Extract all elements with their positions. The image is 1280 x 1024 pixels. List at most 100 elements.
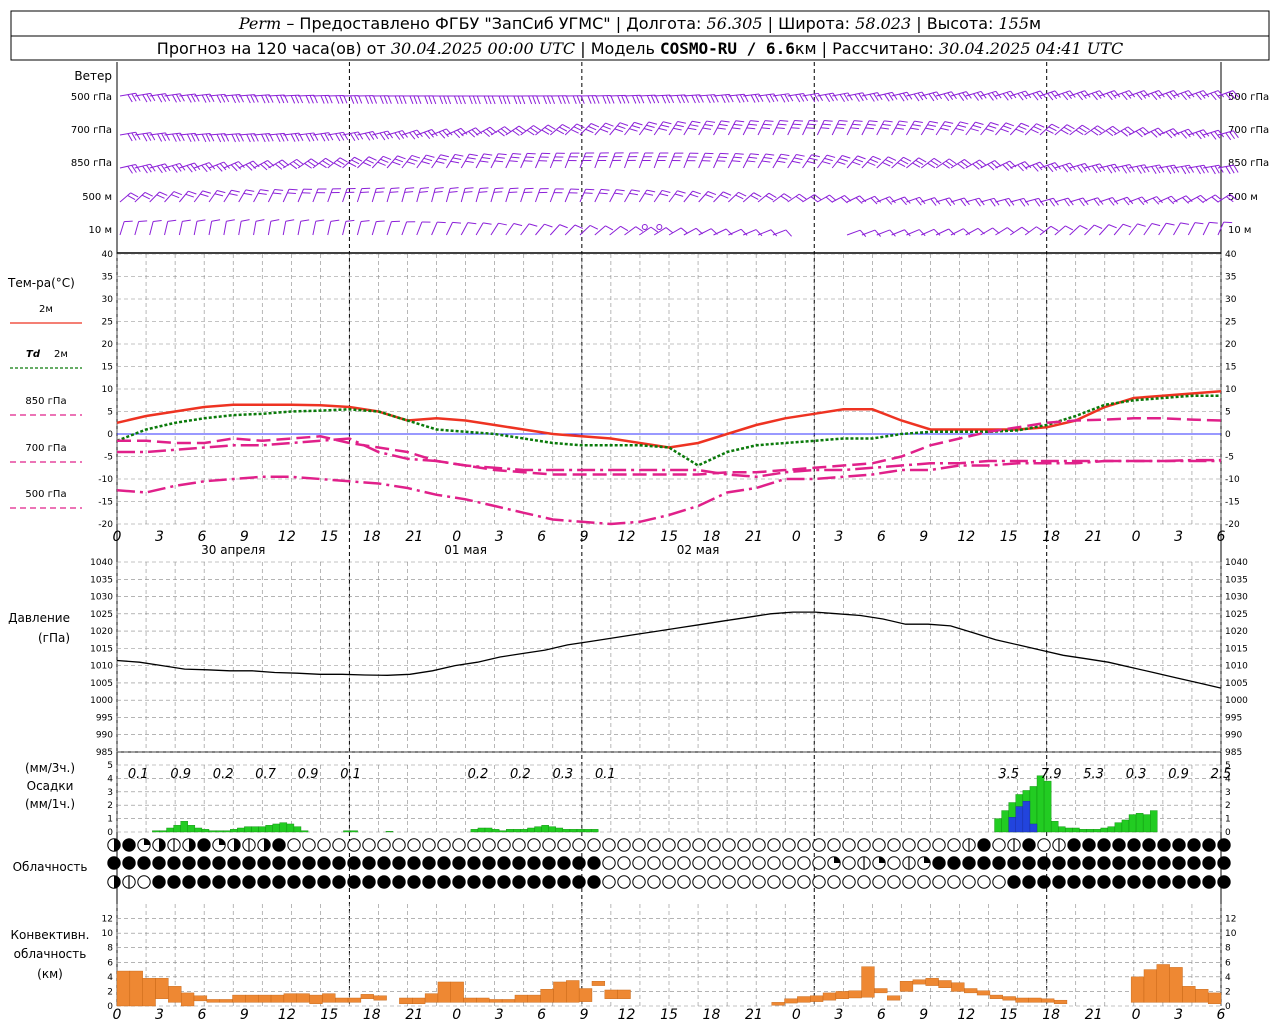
wind-barb-staff <box>460 222 469 236</box>
wind-barb-flag <box>912 124 921 127</box>
cloud-symbol <box>197 838 211 852</box>
wind-barb-flag <box>487 95 492 105</box>
wind-barb-flag <box>513 95 518 105</box>
wind-barb-staff <box>1084 197 1098 203</box>
wind-barb-flag <box>658 127 668 131</box>
wind-barb-flag <box>296 158 304 165</box>
wind-barb <box>371 155 392 169</box>
cloud-symbol <box>512 856 526 870</box>
wind-barb-staff <box>1039 123 1053 136</box>
wind-barb-staff <box>401 188 407 203</box>
wind-barb <box>371 187 385 203</box>
wind-barb <box>757 93 779 103</box>
wind-barb-flag <box>642 159 651 161</box>
wind-barb <box>653 152 669 169</box>
cloud-symbol <box>857 856 871 870</box>
wind-barb-flag <box>1048 126 1057 132</box>
wind-barb <box>802 154 820 169</box>
conv-ytick-left: 8 <box>107 944 113 954</box>
wind-barb <box>1069 124 1090 136</box>
cloud-circle <box>512 838 526 852</box>
wind-barb <box>579 95 600 104</box>
wind-barb-flag <box>825 196 833 203</box>
cloud-symbol <box>212 838 226 852</box>
wind-barb-staff <box>935 197 950 203</box>
wind-barb-flag <box>987 93 994 101</box>
wind-barb-staff <box>757 93 774 97</box>
wind-barb-flag <box>523 160 533 162</box>
wind-barb-flag <box>509 160 518 162</box>
wind-barb <box>698 94 719 104</box>
cloud-circle <box>542 838 556 852</box>
temp-series-line <box>116 394 1221 467</box>
cloud-symbol <box>1157 856 1171 870</box>
wind-barb-flag <box>874 195 882 203</box>
wind-barb-flag <box>498 153 507 156</box>
conv-bar <box>899 981 914 992</box>
wind-barb-flag <box>1188 90 1195 98</box>
wind-barb-flag <box>1095 91 1102 99</box>
cloud-circle <box>437 838 451 852</box>
cloud-circle <box>947 875 961 889</box>
wind-barb-flag <box>450 160 460 164</box>
cloud-symbol <box>362 856 376 870</box>
wind-barb-staff <box>1039 90 1056 97</box>
wind-barb-flag <box>839 158 848 162</box>
wind-barb <box>342 156 363 169</box>
conv-ytick-right: 6 <box>1225 958 1231 968</box>
cloud-circle <box>887 875 901 889</box>
wind-barb-staff <box>327 221 332 236</box>
temp-ytick-right: -20 <box>1225 520 1240 530</box>
wind-barb-flag <box>194 162 201 171</box>
wind-barb-flag <box>837 161 846 165</box>
wind-barb <box>342 219 355 236</box>
wind-barb <box>327 188 342 203</box>
wind-barb <box>134 220 148 236</box>
wind-barb-staff <box>461 127 476 136</box>
cloud-circle <box>1037 875 1051 889</box>
wind-barb <box>980 227 1000 236</box>
precip-3h-sum: 0.2 <box>468 767 489 782</box>
conv-bar <box>450 981 464 1003</box>
cloud-symbol <box>107 838 121 852</box>
cloud-circle <box>587 838 601 852</box>
wind-barb <box>1217 130 1239 141</box>
pres-ytick-right: 1015 <box>1225 644 1248 654</box>
wind-barb-flag <box>813 93 820 102</box>
wind-barb <box>876 229 896 237</box>
cloud-circle <box>557 838 571 852</box>
wind-barb-flag <box>559 224 568 229</box>
wind-barb-staff <box>431 154 441 169</box>
wind-barb <box>297 219 310 236</box>
wind-barb <box>1143 164 1165 175</box>
wind-barb <box>965 159 987 170</box>
wind-barb-flag <box>919 196 926 205</box>
wind-barb <box>639 226 659 236</box>
cloud-circle <box>617 856 631 870</box>
precip-ytick-left: 5 <box>107 761 113 771</box>
precip-bar <box>300 830 309 833</box>
precip-bar <box>506 829 514 833</box>
cloud-symbol <box>467 875 481 889</box>
wind-barb-staff <box>727 120 737 136</box>
wind-barb <box>1202 221 1218 236</box>
wind-barb-flag <box>1226 196 1234 203</box>
wind-barb-flag <box>661 95 667 104</box>
wind-barb-flag <box>869 158 879 163</box>
precip-bar <box>279 822 288 833</box>
wind-barb-staff <box>312 94 329 97</box>
wind-barb <box>624 226 644 236</box>
precip-bar <box>350 830 358 833</box>
cloud-symbol <box>167 856 181 870</box>
wind-barb-flag <box>261 134 266 143</box>
wind-barb-flag <box>1210 166 1216 175</box>
wind-barb-flag <box>1036 123 1045 128</box>
wind-barb <box>1143 127 1165 138</box>
wind-barb-flag <box>791 160 801 164</box>
cloud-circle <box>677 856 691 870</box>
wind-barb <box>1143 90 1165 101</box>
x-tick-label: 15 <box>660 529 678 545</box>
wind-barb-flag <box>822 123 832 126</box>
wind-barb-flag <box>914 120 923 124</box>
precip-bar <box>159 830 167 833</box>
